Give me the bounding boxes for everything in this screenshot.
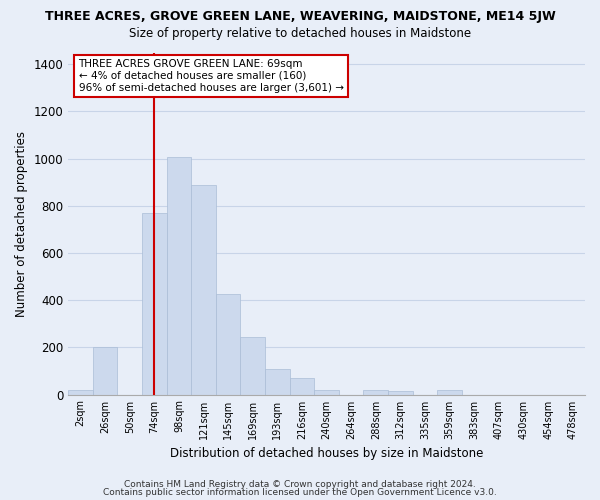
X-axis label: Distribution of detached houses by size in Maidstone: Distribution of detached houses by size …: [170, 447, 483, 460]
Bar: [437, 390, 462, 394]
Bar: [142, 213, 167, 394]
Bar: [290, 378, 314, 394]
Bar: [364, 390, 388, 394]
Bar: [191, 184, 216, 394]
Text: Contains HM Land Registry data © Crown copyright and database right 2024.: Contains HM Land Registry data © Crown c…: [124, 480, 476, 489]
Bar: [388, 391, 413, 394]
Y-axis label: Number of detached properties: Number of detached properties: [15, 130, 28, 316]
Bar: [314, 390, 339, 394]
Bar: [265, 368, 290, 394]
Bar: [68, 390, 93, 394]
Text: THREE ACRES, GROVE GREEN LANE, WEAVERING, MAIDSTONE, ME14 5JW: THREE ACRES, GROVE GREEN LANE, WEAVERING…: [44, 10, 556, 23]
Bar: [241, 337, 265, 394]
Text: THREE ACRES GROVE GREEN LANE: 69sqm
← 4% of detached houses are smaller (160)
96: THREE ACRES GROVE GREEN LANE: 69sqm ← 4%…: [79, 60, 344, 92]
Bar: [167, 158, 191, 394]
Bar: [93, 348, 118, 395]
Text: Size of property relative to detached houses in Maidstone: Size of property relative to detached ho…: [129, 28, 471, 40]
Bar: [216, 294, 241, 394]
Text: Contains public sector information licensed under the Open Government Licence v3: Contains public sector information licen…: [103, 488, 497, 497]
